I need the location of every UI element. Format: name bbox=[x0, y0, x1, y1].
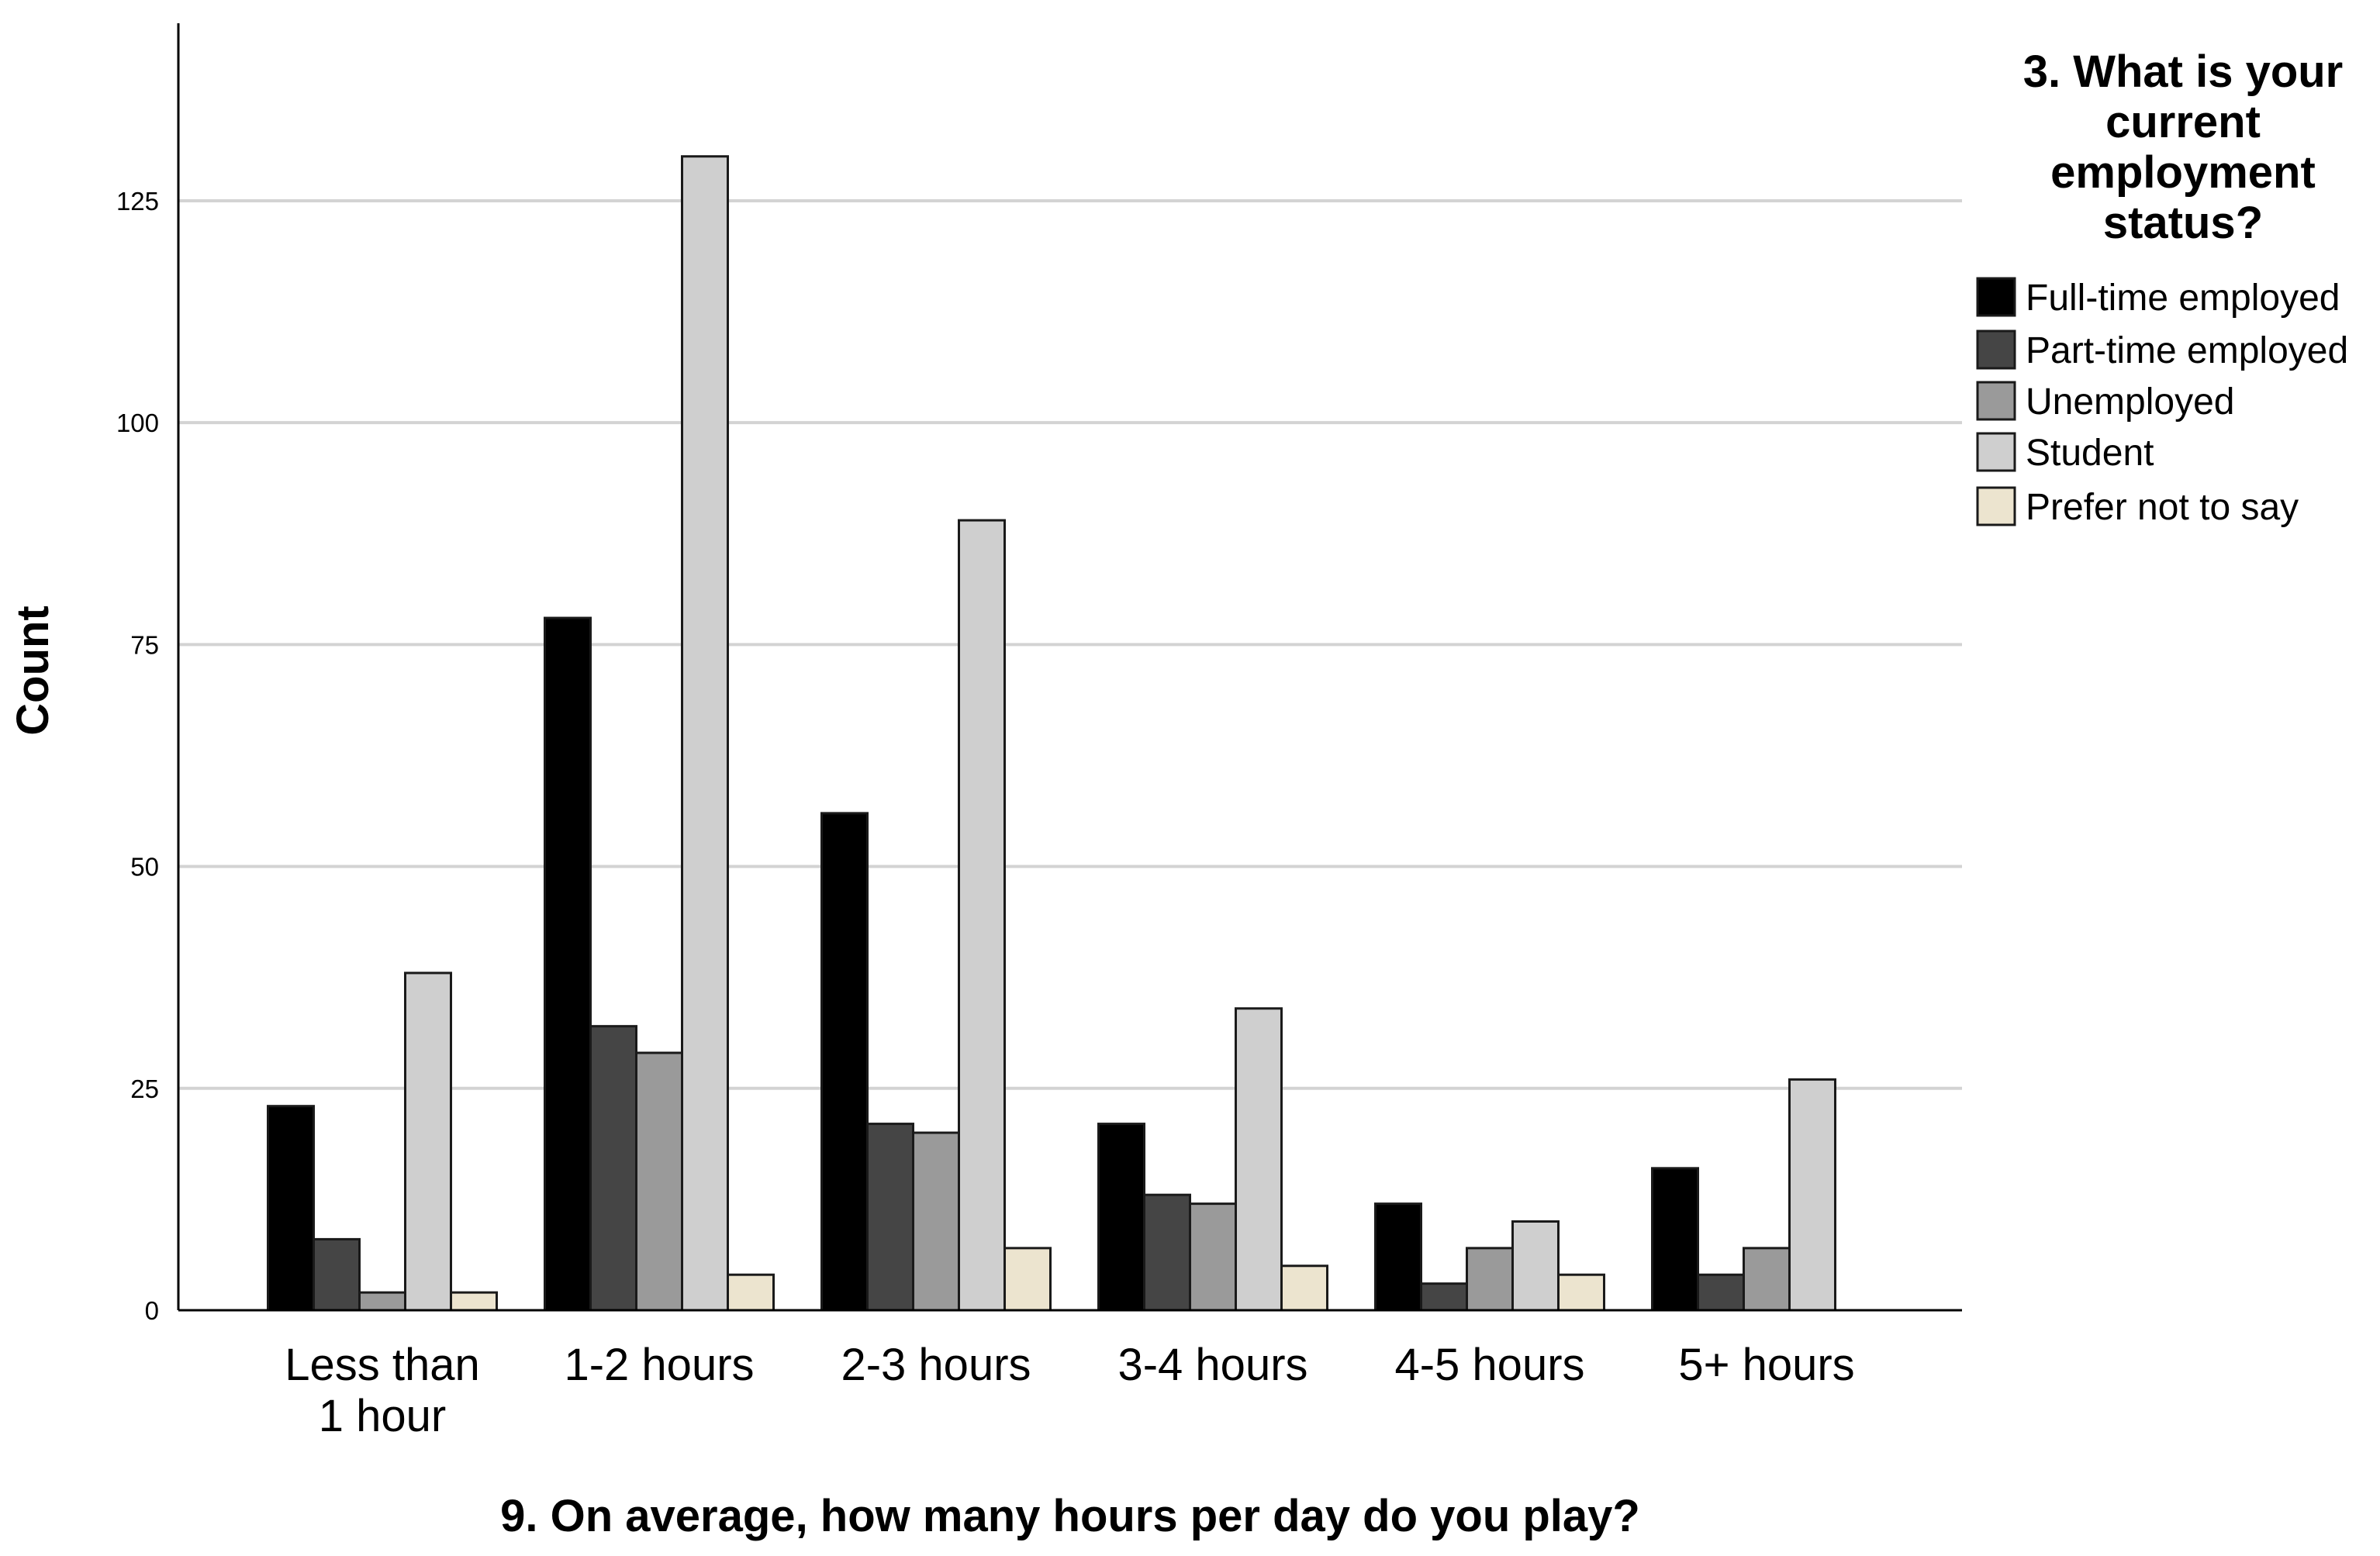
bar-part-time-employed-1 bbox=[589, 1025, 637, 1312]
legend-title: 3. What is your bbox=[2023, 47, 2344, 97]
bar-part-time-employed-3 bbox=[1143, 1193, 1191, 1312]
bar-full-time-employed-1 bbox=[544, 616, 592, 1312]
bar-full-time-employed-4 bbox=[1374, 1202, 1422, 1312]
legend-swatch-student bbox=[1976, 432, 2016, 472]
x-category-label: 5+ hours bbox=[1678, 1340, 1854, 1390]
y-tick-label: 125 bbox=[116, 187, 159, 216]
legend-swatch-full-time-employed bbox=[1976, 277, 2016, 317]
legend-title: current bbox=[2105, 97, 2261, 147]
bar-unemployed-5 bbox=[1743, 1247, 1791, 1312]
legend-swatch-prefer-not-to-say bbox=[1976, 486, 2016, 526]
legend-label: Student bbox=[2026, 433, 2154, 474]
bar-student-5 bbox=[1788, 1078, 1836, 1312]
x-category-label: 1 hour bbox=[319, 1391, 446, 1441]
legend-swatch-part-time-employed bbox=[1976, 329, 2016, 370]
y-tick-label: 75 bbox=[130, 630, 159, 659]
legend-label: Part-time employed bbox=[2026, 330, 2348, 371]
legend-label: Unemployed bbox=[2026, 381, 2234, 423]
bar-student-3 bbox=[1235, 1007, 1283, 1312]
bar-full-time-employed-5 bbox=[1651, 1167, 1699, 1312]
y-tick-labels: 0 25 50 75 100 125 bbox=[116, 187, 159, 1325]
legend-label: Full-time employed bbox=[2026, 278, 2340, 319]
x-axis-title: 9. On average, how many hours per day do… bbox=[500, 1491, 1640, 1541]
y-tick-label: 0 bbox=[145, 1296, 159, 1325]
bar-part-time-employed-4 bbox=[1420, 1282, 1468, 1312]
y-tick-label: 25 bbox=[130, 1075, 159, 1103]
bar-prefer-not-to-say-3 bbox=[1280, 1264, 1328, 1312]
bar-student-2 bbox=[958, 519, 1006, 1312]
x-category-label: 4-5 hours bbox=[1394, 1340, 1584, 1390]
bar-student-0 bbox=[404, 971, 452, 1312]
bar-prefer-not-to-say-0 bbox=[450, 1291, 498, 1312]
legend-title: employment bbox=[2050, 147, 2316, 198]
bar-part-time-employed-2 bbox=[866, 1123, 914, 1312]
y-tick-label: 50 bbox=[130, 853, 159, 882]
bar-student-4 bbox=[1511, 1220, 1560, 1312]
bar-unemployed-0 bbox=[358, 1291, 406, 1312]
bar-unemployed-4 bbox=[1466, 1247, 1514, 1312]
bar-full-time-employed-2 bbox=[820, 812, 869, 1312]
bar-prefer-not-to-say-2 bbox=[1003, 1247, 1052, 1312]
bar-unemployed-3 bbox=[1189, 1202, 1237, 1312]
bar-prefer-not-to-say-4 bbox=[1557, 1273, 1605, 1312]
x-category-label: Less than bbox=[285, 1340, 480, 1390]
bar-full-time-employed-3 bbox=[1097, 1123, 1145, 1312]
bar-full-time-employed-0 bbox=[267, 1105, 315, 1312]
gridlines bbox=[178, 198, 1962, 1090]
bar-unemployed-2 bbox=[912, 1131, 960, 1312]
bar-prefer-not-to-say-1 bbox=[727, 1273, 775, 1312]
x-category-label: 2-3 hours bbox=[841, 1340, 1031, 1390]
bars bbox=[267, 155, 1836, 1312]
bar-student-1 bbox=[681, 155, 729, 1312]
bar-part-time-employed-0 bbox=[313, 1237, 361, 1312]
legend-label: Prefer not to say bbox=[2026, 487, 2299, 528]
axes bbox=[177, 23, 1962, 1312]
bar-part-time-employed-5 bbox=[1697, 1273, 1745, 1312]
x-category-label: 3-4 hours bbox=[1117, 1340, 1307, 1390]
legend-swatch-unemployed bbox=[1976, 381, 2016, 421]
bar-unemployed-1 bbox=[635, 1051, 683, 1312]
y-tick-label: 100 bbox=[116, 409, 159, 437]
x-category-label: 1-2 hours bbox=[564, 1340, 754, 1390]
legend-title: status? bbox=[2103, 198, 2263, 248]
y-axis-title: Count bbox=[8, 605, 58, 736]
